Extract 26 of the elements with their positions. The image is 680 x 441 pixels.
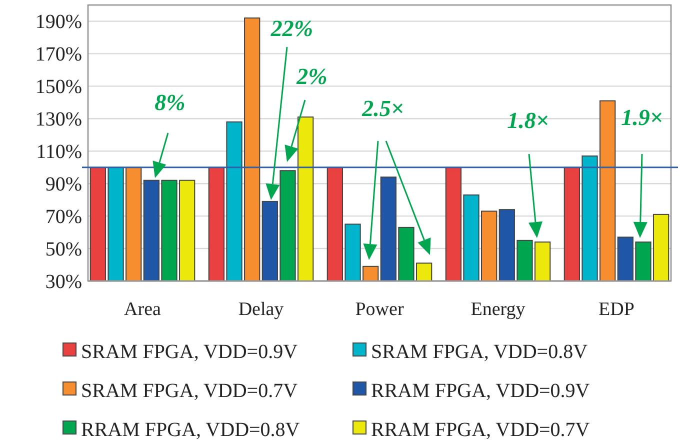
- legend-label: RRAM FPGA, VDD=0.8V: [81, 419, 300, 441]
- x-tick-label: Power: [355, 299, 404, 320]
- y-tick-label: 190%: [35, 11, 82, 34]
- legend-label: SRAM FPGA, VDD=0.9V: [81, 341, 298, 363]
- x-tick-label: Delay: [238, 299, 284, 320]
- annotation: 1.8×: [507, 108, 549, 133]
- y-tick-label: 130%: [35, 108, 82, 131]
- y-tick-label: 70%: [45, 206, 82, 228]
- legend-label: SRAM FPGA, VDD=0.7V: [81, 380, 298, 402]
- y-tick-label: 170%: [35, 44, 82, 66]
- legend-label: RRAM FPGA, VDD=0.7V: [371, 419, 590, 441]
- y-tick-label: 150%: [35, 76, 82, 98]
- y-tick-label: 110%: [36, 141, 82, 164]
- legend-label: SRAM FPGA, VDD=0.8V: [371, 341, 588, 363]
- y-tick-label: 30%: [45, 271, 82, 293]
- annotation: 2%: [296, 64, 328, 89]
- y-tick-label: 50%: [45, 238, 82, 261]
- legend-label: RRAM FPGA, VDD=0.9V: [371, 380, 590, 402]
- annotation: 1.9×: [621, 105, 663, 130]
- x-tick-label: Energy: [470, 299, 526, 320]
- annotation: 2.5×: [361, 96, 404, 121]
- y-tick-label: 90%: [45, 174, 82, 196]
- annotation: 8%: [154, 90, 186, 115]
- x-tick-label: EDP: [598, 299, 634, 320]
- x-tick-label: Area: [124, 299, 162, 320]
- annotation: 22%: [270, 16, 314, 41]
